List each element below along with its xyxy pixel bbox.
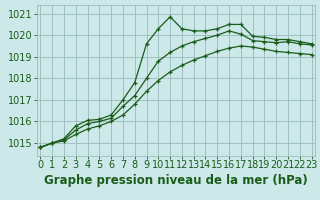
X-axis label: Graphe pression niveau de la mer (hPa): Graphe pression niveau de la mer (hPa) xyxy=(44,174,308,187)
